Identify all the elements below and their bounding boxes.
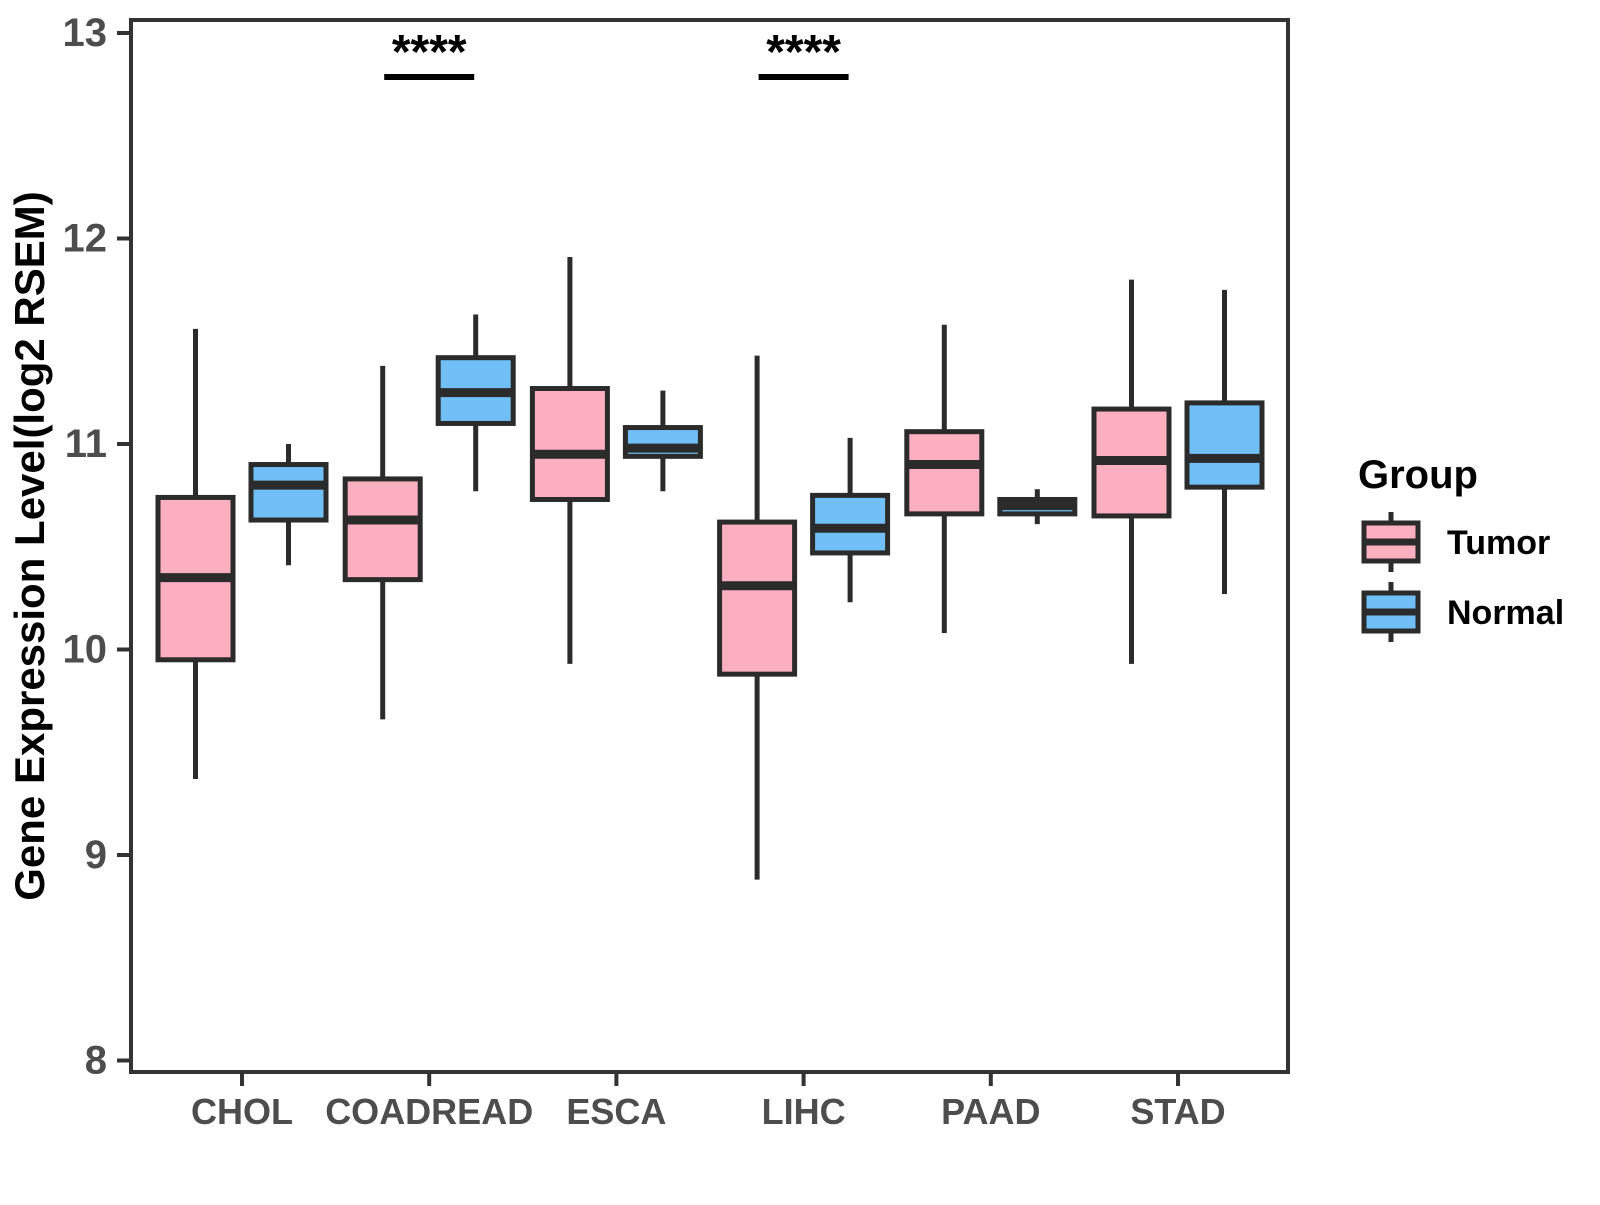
y-axis-title: Gene Expression Level(log2 RSEM) <box>6 191 53 901</box>
legend-title: Group <box>1358 453 1478 497</box>
legend-item-normal: Normal <box>1361 582 1564 642</box>
legend: Group Tumor Normal <box>1358 453 1564 642</box>
y-tick-label-13: 13 <box>63 11 108 55</box>
y-tick-label-12: 12 <box>63 217 108 261</box>
box-LIHC-tumor <box>717 519 798 677</box>
legend-label-tumor: Tumor <box>1447 524 1550 562</box>
x-tick-label-STAD: STAD <box>1130 1091 1225 1132</box>
y-tick-label-11: 11 <box>65 422 107 466</box>
legend-label-normal: Normal <box>1447 594 1564 632</box>
y-tick-label-8: 8 <box>85 1039 107 1083</box>
x-tick-label-CHOL: CHOL <box>191 1091 293 1132</box>
x-tick-label-COADREAD: COADREAD <box>325 1091 533 1132</box>
legend-item-tumor: Tumor <box>1361 512 1550 572</box>
plot-content: 8 9 10 11 12 13 CHOL COADREAD ESCA LIHC PAAD STAD **… <box>63 11 1265 1132</box>
y-tick-label-10: 10 <box>63 628 108 672</box>
box-STAD-normal <box>1184 400 1265 490</box>
plot-panel-border <box>129 18 1290 1074</box>
significance-stars-COADREAD: **** <box>392 26 467 79</box>
x-tick-label-PAAD: PAAD <box>941 1091 1040 1132</box>
box-COADREAD-tumor <box>342 476 423 583</box>
box-CHOL-normal <box>248 462 329 523</box>
y-tick-label-9: 9 <box>85 833 107 877</box>
x-tick-label-ESCA: ESCA <box>566 1091 666 1132</box>
normal-boxplot-icon <box>1361 582 1421 642</box>
box-PAAD-tumor <box>904 429 985 517</box>
box-ESCA-tumor <box>529 386 610 502</box>
x-tick-label-LIHC: LIHC <box>762 1091 846 1132</box>
tumor-boxplot-icon <box>1361 512 1421 572</box>
significance-stars-LIHC: **** <box>766 26 841 79</box>
